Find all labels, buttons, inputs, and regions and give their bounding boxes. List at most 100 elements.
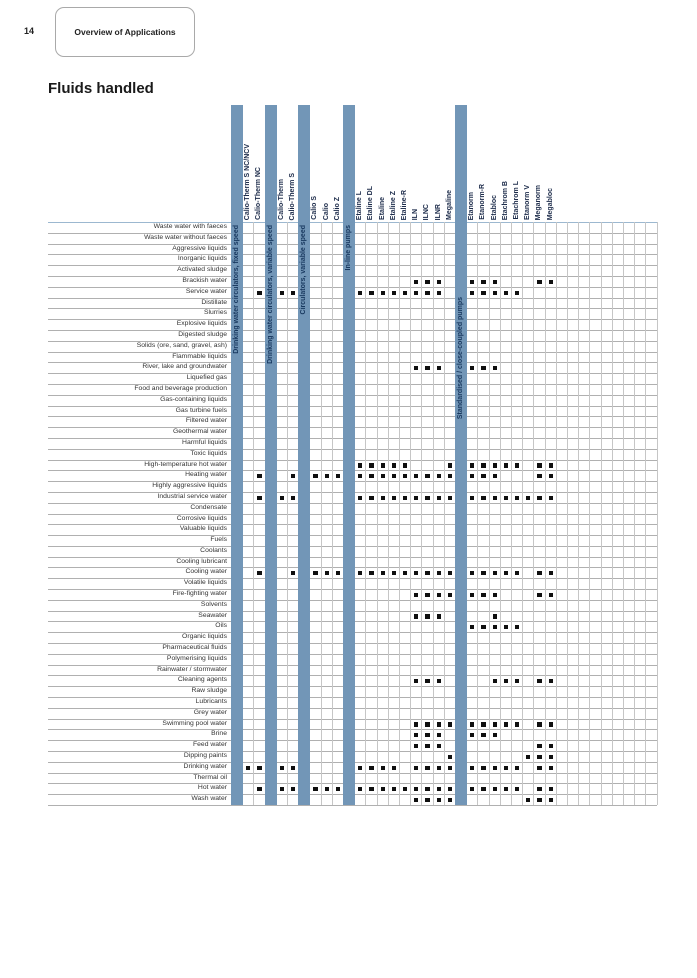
dot-marker [403,495,408,500]
grid-column-line [443,222,445,805]
dot-marker [537,787,542,792]
column-header: Calio S [311,196,319,220]
dot-marker [436,495,441,500]
dot-marker [257,571,262,576]
row-label: Solids (ore, sand, gravel, ash) [136,341,227,349]
dot-marker [515,571,520,576]
row-label: Corrosive liquids [176,514,227,522]
pump-group-band [264,105,277,805]
grid-column-line [331,222,333,805]
dot-marker [470,366,475,371]
page-title: Fluids handled [48,80,154,97]
column-header: Etabloc [490,194,498,220]
dot-marker [403,463,408,468]
grid-column-line [477,222,479,805]
dot-marker [425,279,430,284]
dot-marker [548,279,553,284]
row-label: Industrial service water [157,492,227,500]
dot-marker [537,722,542,727]
dot-marker [313,787,318,792]
dot-marker [358,765,363,770]
dot-marker [537,495,542,500]
grid-column-line [522,222,524,805]
dot-marker [515,495,520,500]
row-label: Distillate [201,298,227,306]
dot-marker [492,679,497,684]
dot-marker [515,722,520,727]
dot-marker [380,290,385,295]
dot-marker [358,787,363,792]
grid-row-line [48,805,657,806]
dot-marker [425,722,430,727]
dot-marker [481,463,486,468]
dot-marker [470,279,475,284]
dot-marker [481,722,486,727]
row-label: Liquefied gas [186,374,227,382]
grid-column-line [578,222,580,805]
dot-marker [447,754,452,759]
dot-marker [391,463,396,468]
dot-marker [436,679,441,684]
row-label: Aggressive liquids [172,244,227,252]
page-number: 14 [24,26,35,36]
dot-marker [537,463,542,468]
dot-marker [537,679,542,684]
pump-group-band [298,105,311,805]
dot-marker [403,474,408,479]
dot-marker [380,765,385,770]
dot-marker [335,474,340,479]
dot-marker [548,722,553,727]
pump-group-band-label: Standardised / close-coupled pumps [457,297,464,420]
dot-marker [414,733,419,738]
pump-group-band [231,105,244,805]
dot-marker [481,279,486,284]
dot-marker [548,765,553,770]
dot-marker [447,592,452,598]
dot-marker [380,474,385,479]
dot-marker [492,625,497,630]
row-label: Waste water without faeces [144,233,227,241]
column-header: Calio Z [333,196,341,220]
grid-column-line [589,222,591,805]
pump-group-band [455,105,468,805]
row-label: Wash water [191,795,227,803]
column-header: ILNC [423,203,431,220]
grid-column-line [511,222,512,805]
row-label: Seawater [198,611,227,619]
row-label: Rainwater / stormwater [157,665,227,673]
column-header: Etachrom B [501,180,509,220]
dot-marker [537,744,542,749]
row-label: Thermal oil [193,773,227,781]
dot-marker [291,787,296,792]
dot-marker [436,474,441,479]
dot-marker [548,495,553,500]
dot-marker [447,765,452,770]
dot-marker [279,495,284,500]
dot-marker [358,495,363,500]
dot-marker [369,463,374,468]
column-header: Megaline [445,190,453,220]
grid-column-line [656,222,658,805]
dot-marker [257,474,262,479]
dot-marker [425,733,430,738]
dot-marker [380,495,385,500]
dot-marker [291,765,296,770]
dot-marker [391,571,396,576]
dot-marker [414,592,419,598]
dot-marker [447,722,452,727]
dot-marker [358,463,363,468]
row-label: Coolants [200,546,227,554]
grid-column-line [365,222,367,805]
column-header: ILNR [434,203,442,220]
dot-marker [503,765,508,770]
row-label: Food and beverage production [134,384,227,392]
dot-marker [447,495,452,500]
column-header: Meganorm [535,184,543,220]
dot-marker [492,765,497,770]
row-label: Toxic liquids [190,449,227,457]
grid-column-line [634,222,636,805]
dot-marker [414,798,419,803]
dot-marker [548,798,553,803]
dot-marker [279,765,284,770]
dot-marker [425,614,430,619]
